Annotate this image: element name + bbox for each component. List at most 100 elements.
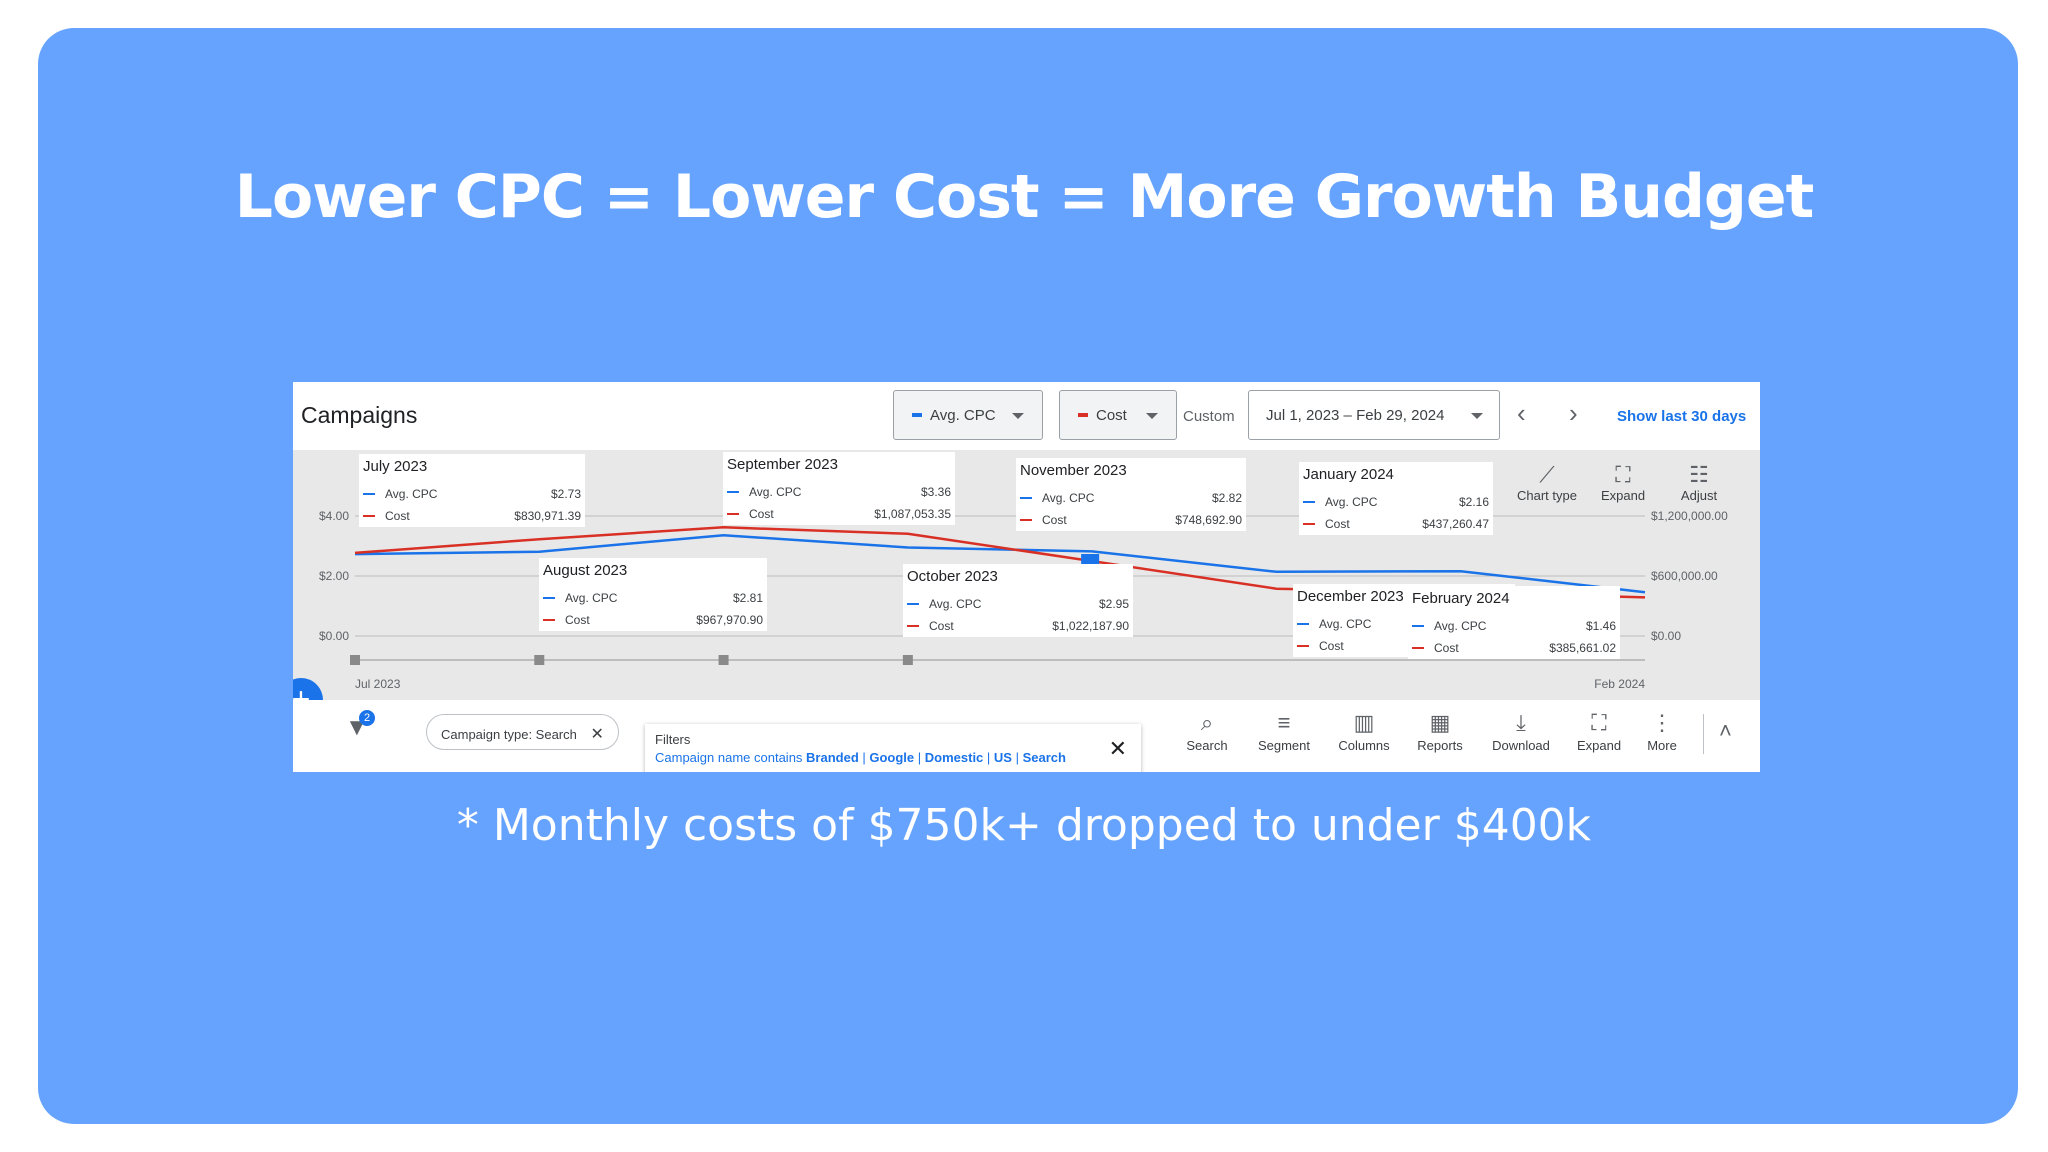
tooltip-series-label: Avg. CPC [1325,495,1378,509]
tooltip-row: Cost $830,971.39 [363,505,581,527]
right-axis-tick: $1,200,000.00 [1651,509,1728,523]
legend-swatch [1297,623,1309,625]
tooltip-value: $2.95 [1098,597,1129,611]
slide-title: Lower CPC = Lower Cost = More Growth Bud… [234,162,1815,232]
tooltip-september-2023: September 2023 Avg. CPC $3.36 Cost $1,087,05… [723,452,955,525]
range-start-label: Jul 2023 [355,677,401,691]
filters-panel: Filters Campaign name contains Branded |… [645,724,1141,772]
download-tool-button[interactable]: ⤓ Download [1483,708,1559,753]
left-axis-tick: $2.00 [319,569,349,583]
tooltip-series-label: Cost [1434,641,1459,655]
expand-icon: ⛶ [1615,462,1631,487]
chart-expand-button[interactable]: ⛶ Expand [1593,462,1653,503]
filter-term[interactable]: Branded [806,750,859,765]
close-icon[interactable]: ✕ [590,726,604,743]
chevron-right-icon[interactable]: › [1569,398,1578,428]
filter-count-badge: 2 [359,710,375,726]
tooltip-series-label: Cost [1319,639,1344,653]
tooltip-row: Cost $385,661.02 [1412,637,1616,659]
range-handle [902,655,913,665]
segment-icon: ≡ [1277,710,1291,735]
tooltip-series-label: Avg. CPC [929,597,982,611]
date-range-picker[interactable]: Jul 1, 2023 – Feb 29, 2024 [1248,390,1500,440]
chevron-left-icon[interactable]: ‹ [1517,398,1526,428]
avg-cpc-swatch [912,413,922,417]
tooltip-series-label: Cost [385,509,410,523]
legend-swatch [1412,647,1424,649]
legend-swatch [1412,625,1424,627]
chevron-down-icon [1471,413,1483,419]
expand-icon: ⛶ [1591,710,1607,735]
chart-adjust-button[interactable]: ☷ Adjust [1669,462,1729,503]
toolbar-divider [1703,714,1704,754]
columns-tool-button[interactable]: ▥ Columns [1329,708,1399,753]
range-end-label: Feb 2024 [1594,677,1645,691]
tooltip-value: $1,022,187.90 [1052,619,1129,633]
tooltip-value: $2.82 [1211,491,1242,505]
chart-type-button[interactable]: ⟋ Chart type [1513,462,1581,503]
tooltip-month: September 2023 [727,456,838,473]
chip-label: Campaign type: Search [441,727,577,742]
tooltip-month: February 2024 [1412,590,1510,607]
reports-tool-button[interactable]: ▦ Reports [1407,708,1473,753]
close-icon[interactable]: ✕ [1108,736,1127,761]
tooltip-series-label: Avg. CPC [1319,617,1372,631]
tooltip-row: Cost $1,087,053.35 [727,503,951,525]
right-axis-tick: $0.00 [1651,629,1681,643]
filters-text: Campaign name contains Branded | Google … [655,750,1066,765]
tooltip-month: October 2023 [907,568,998,585]
segment-tool-button[interactable]: ≡ Segment [1249,708,1319,753]
tooltip-series-label: Avg. CPC [1042,491,1095,505]
campaigns-toolbar: Campaigns Avg. CPC Cost Custom Jul 1, 20… [293,382,1760,450]
cost-swatch [1078,413,1088,417]
tooltip-row: Avg. CPC $2.82 [1020,487,1242,509]
slide-footnote: * Monthly costs of $750k+ dropped to und… [456,800,1592,851]
series-line-avg-cpc [354,533,1646,594]
tooltip-value: $385,661.02 [1549,641,1616,655]
performance-chart: $4.00 $1,200,000.00 $2.00 $600,000.00 $0.00 $… [293,450,1760,700]
tooltip-value: $830,971.39 [514,509,581,523]
metric-cost-dropdown[interactable]: Cost [1059,390,1177,440]
tooltip-value: $967,970.90 [696,613,763,627]
legend-swatch [907,603,919,605]
filter-term[interactable]: Search [1022,750,1066,765]
filter-icon[interactable]: ▼ 2 [345,710,375,742]
right-axis-tick: $600,000.00 [1651,569,1718,583]
filter-term[interactable]: US [993,750,1012,765]
columns-icon: ▥ [1353,710,1375,735]
legend-swatch [1297,645,1309,647]
metric-cost-label: Cost [1096,406,1127,424]
show-last-30-days-link[interactable]: Show last 30 days [1617,408,1747,425]
metric-avg-cpc-dropdown[interactable]: Avg. CPC [893,390,1043,440]
tooltip-october-2023: October 2023 Avg. CPC $2.95 Cost $1,022,187.… [903,564,1133,637]
tooltip-series-label: Avg. CPC [1434,619,1487,633]
filter-term[interactable]: Google [869,750,915,765]
page-title: Campaigns [301,402,418,428]
tooltip-series-label: Cost [1042,513,1067,527]
more-tool-button[interactable]: ⋮ More [1637,708,1687,753]
filter-term[interactable]: Domestic [924,750,984,765]
legend-swatch [363,515,375,517]
legend-swatch [543,597,555,599]
search-tool-button[interactable]: ⌕ Search [1179,708,1235,753]
legend-swatch [1303,523,1315,525]
campaign-type-filter-chip[interactable]: Campaign type: Search ✕ [426,714,619,750]
filter-toolbar: ▼ 2 Campaign type: Search ✕ Filters Campa… [293,700,1760,772]
date-range-value: Jul 1, 2023 – Feb 29, 2024 [1266,407,1445,424]
chevron-up-icon[interactable]: ˄ [1719,718,1732,743]
legend-swatch [543,619,555,621]
chevron-down-icon [1146,413,1158,419]
tooltip-month: August 2023 [543,562,628,579]
tooltip-series-label: Cost [929,619,954,633]
legend-swatch [1303,501,1315,503]
tooltip-row: Avg. CPC $2.73 [363,483,581,505]
more-vert-icon: ⋮ [1651,710,1673,735]
tooltip-november-2023: November 2023 Avg. CPC $2.82 Cost $748,692.9… [1016,458,1246,531]
expand-tool-button[interactable]: ⛶ Expand [1569,708,1629,753]
tooltip-series-label: Avg. CPC [385,487,438,501]
range-handle [534,655,545,665]
legend-swatch [727,491,739,493]
tooltip-row: Avg. CPC $2.95 [907,593,1129,615]
tooltip-row: Cost $437,260.47 [1303,513,1489,535]
legend-swatch [363,493,375,495]
